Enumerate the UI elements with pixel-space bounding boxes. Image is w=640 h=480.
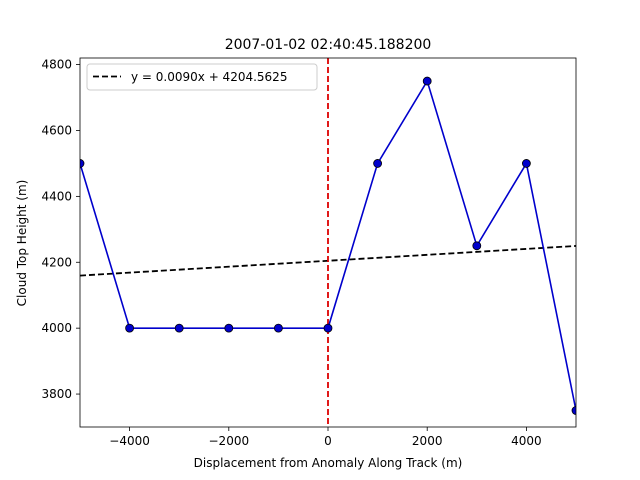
- data-point: [422, 76, 432, 86]
- y-tick-label: 3800: [41, 387, 72, 401]
- y-tick-label: 4800: [41, 58, 72, 72]
- x-tick-label: 0: [324, 434, 332, 448]
- x-tick-label: −4000: [109, 434, 150, 448]
- data-point: [522, 159, 531, 168]
- data-point: [125, 323, 135, 333]
- y-tick-label: 4000: [41, 321, 72, 335]
- x-tick-label: 4000: [511, 434, 542, 448]
- legend: y = 0.0090x + 4204.5625: [86, 63, 318, 91]
- data-point: [273, 323, 283, 333]
- plot-clip-group: [80, 58, 576, 427]
- axes-frame: [79, 57, 577, 428]
- x-axis-label: Displacement from Anomaly Along Track (m…: [194, 456, 463, 470]
- y-tick-label: 4600: [41, 123, 72, 137]
- plot-area: −4000 −2000 0 2000 4000 3800 4000 4200 4400 4600 4…: [41, 57, 577, 448]
- data-point: [472, 241, 482, 251]
- x-tick-label: 2000: [412, 434, 443, 448]
- y-tick-label: 4400: [41, 189, 72, 203]
- legend-fit-line-label: y = 0.0090x + 4204.5625: [131, 70, 287, 84]
- y-axis-label: Cloud Top Height (m): [15, 180, 29, 307]
- data-point: [80, 159, 85, 168]
- data-point: [323, 323, 333, 333]
- legend-box: [86, 63, 318, 91]
- chart-title: 2007-01-02 02:40:45.188200: [225, 37, 432, 53]
- data-point: [571, 406, 576, 415]
- x-tick-label: −2000: [209, 434, 250, 448]
- data-point: [373, 159, 383, 168]
- data-point: [224, 323, 234, 333]
- y-tick-label: 4200: [41, 255, 72, 269]
- data-point: [174, 323, 184, 333]
